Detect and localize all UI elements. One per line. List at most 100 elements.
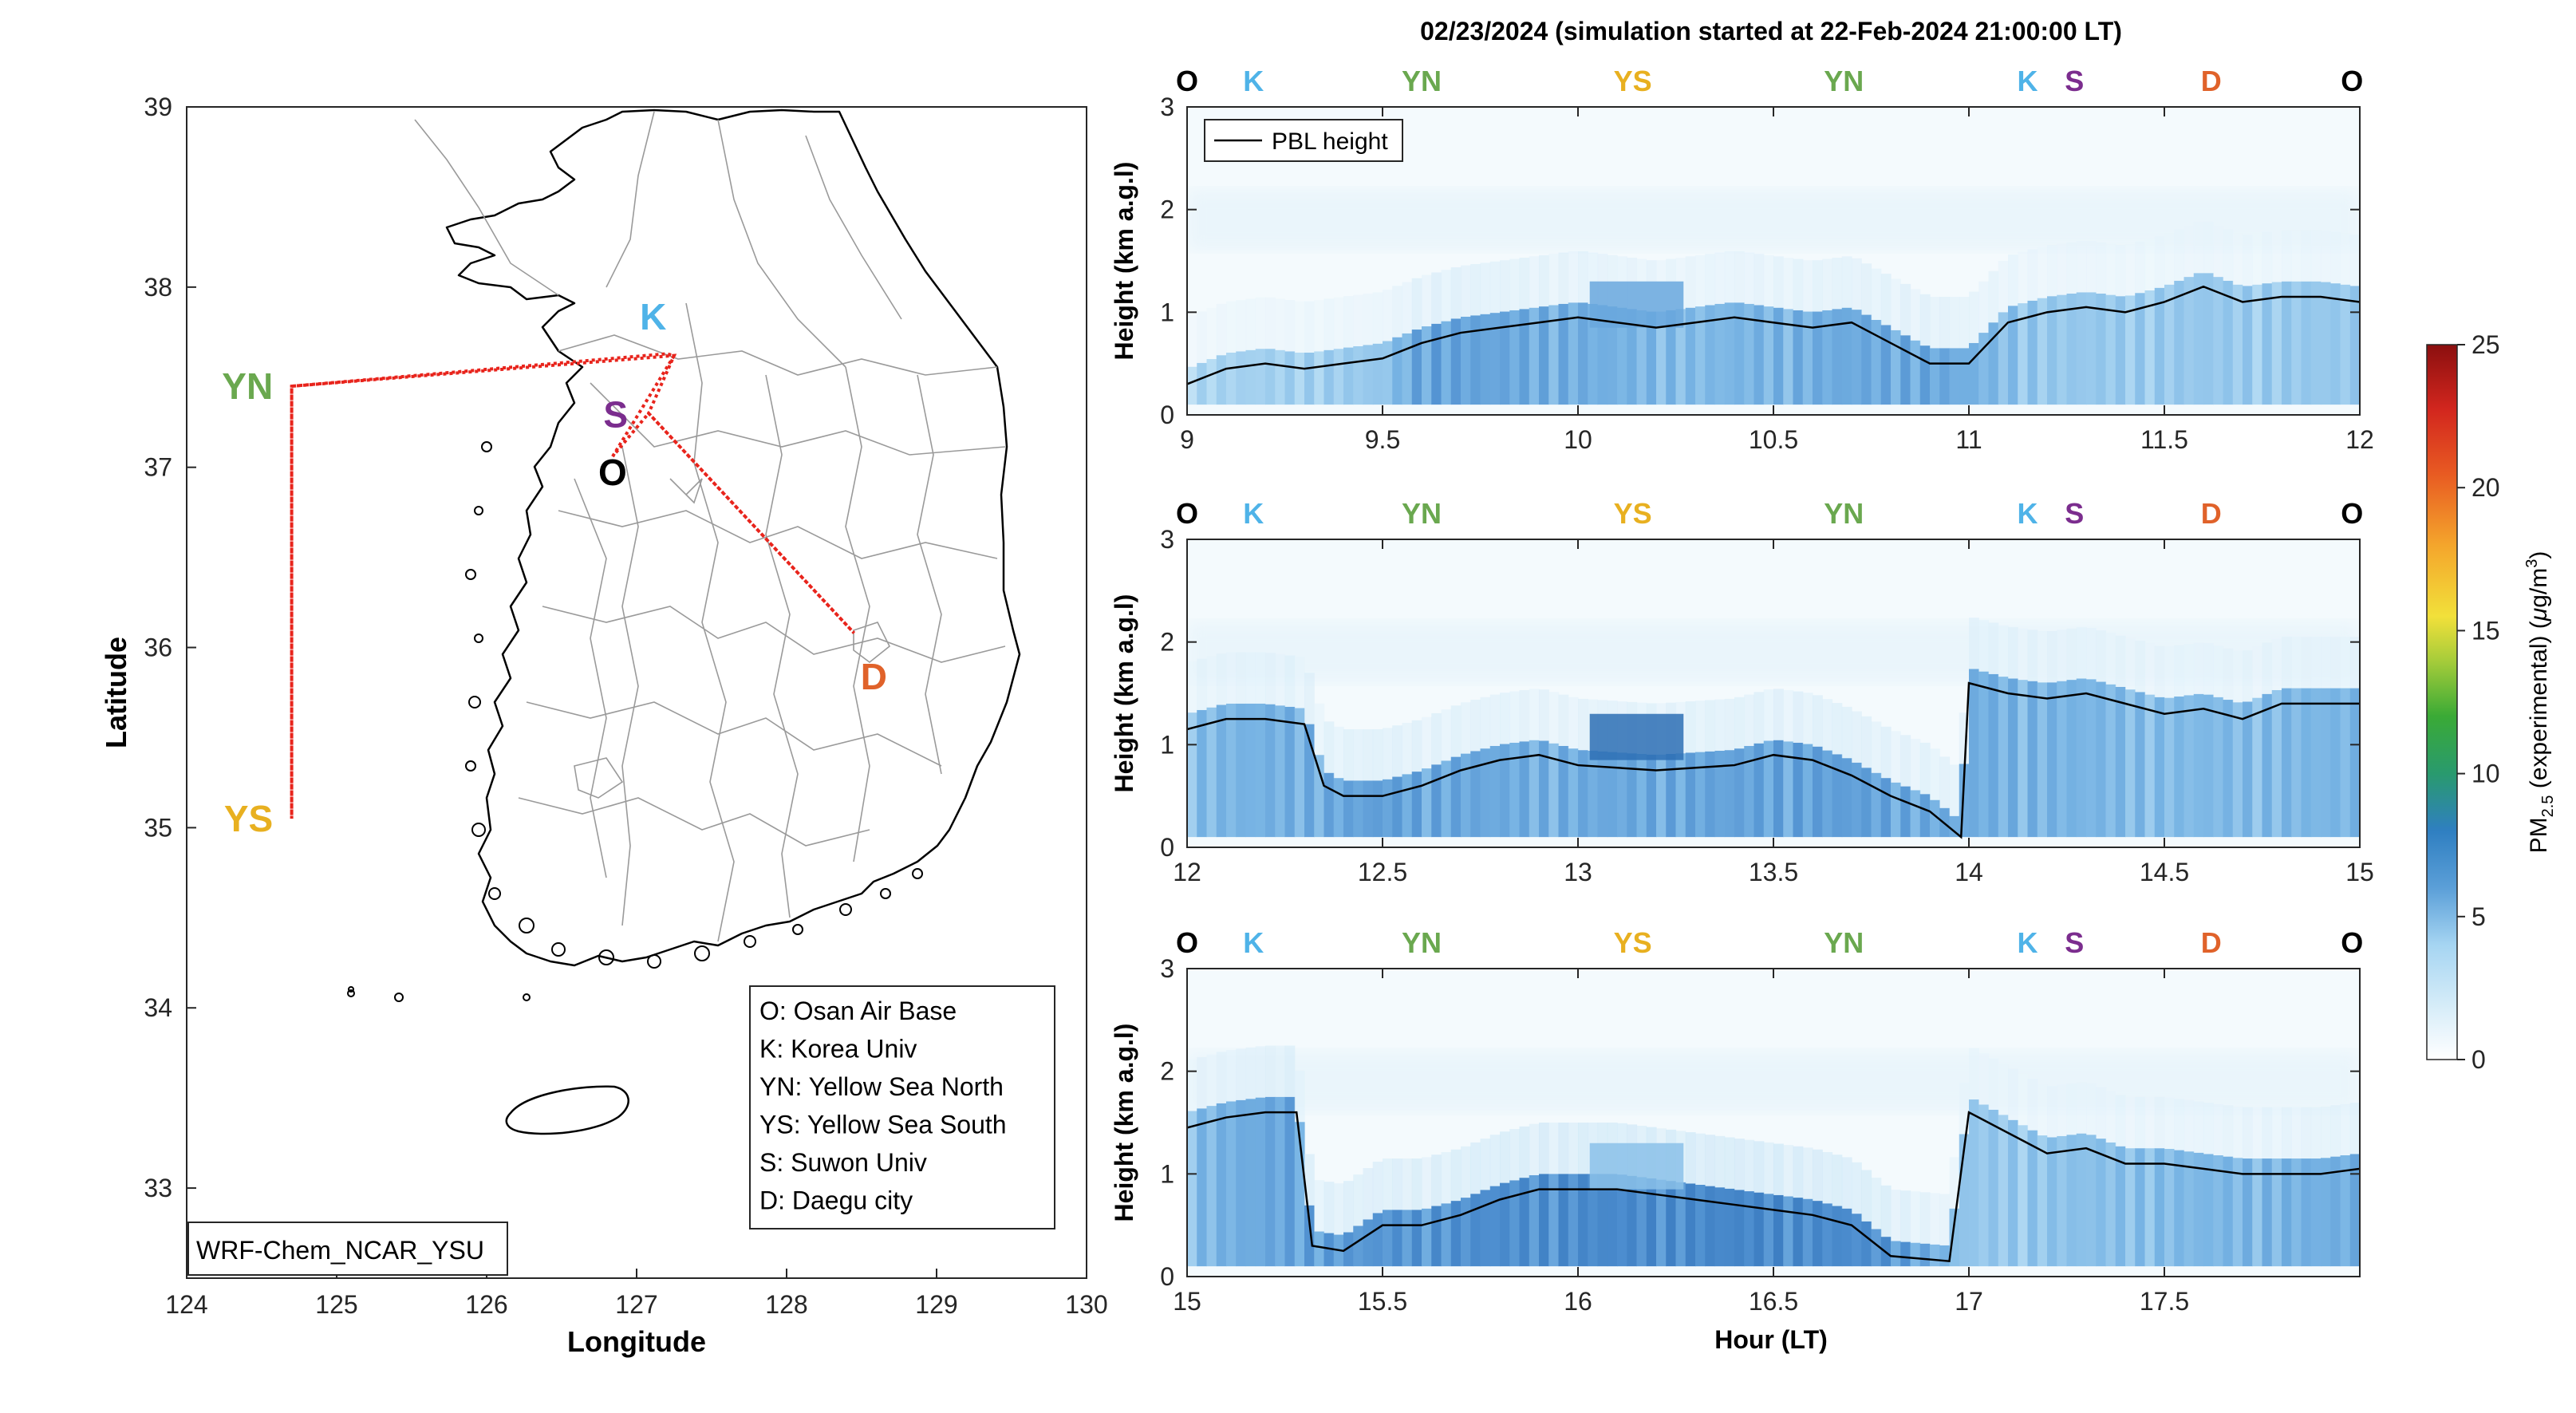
pm-fringe <box>2330 231 2341 284</box>
island <box>647 954 661 969</box>
pm-fringe <box>1813 1149 1823 1202</box>
pm-column <box>1489 313 1501 405</box>
pm-column <box>1802 1198 1813 1267</box>
pm-column <box>2291 688 2302 838</box>
pm-fringe <box>1861 1170 1872 1222</box>
pm-fringe <box>2018 251 2029 304</box>
pm-column <box>2271 282 2282 405</box>
pm-column <box>2349 688 2360 838</box>
pm-fringe <box>1734 697 1745 749</box>
panel-xtick-label: 16 <box>1564 1287 1592 1316</box>
panel-station-label: D <box>2201 926 2222 959</box>
province-borders <box>414 111 1006 942</box>
station-legend-entry: D: Daegu city <box>759 1186 913 1215</box>
pm-fringe <box>1714 252 1726 304</box>
pm-column <box>1734 1190 1745 1267</box>
pm-fringe <box>1998 1064 2009 1115</box>
panel-station-label: S <box>2065 65 2084 97</box>
pm-fringe <box>1988 270 1999 323</box>
pm-fringe <box>1392 725 1403 777</box>
colorbar-label: PM2.5 (experimental) (μg/m3) <box>2523 551 2557 854</box>
pm-fringe <box>2223 648 2234 701</box>
pm-column <box>2164 1148 2175 1267</box>
pm-column <box>1383 779 1393 838</box>
pm-column <box>1450 1201 1462 1267</box>
pm-fringe <box>1724 698 1735 751</box>
province-border <box>805 135 902 320</box>
pm-column <box>2223 1156 2234 1267</box>
pm-column <box>1880 778 1892 838</box>
pm-column <box>2232 702 2243 838</box>
pm-fringe <box>2135 1096 2146 1149</box>
pm-fringe <box>1236 1048 1247 1100</box>
panel-ytick-label: 2 <box>1160 195 1174 224</box>
pm-column <box>1753 305 1765 405</box>
pm-column <box>1275 705 1286 838</box>
pm-column <box>1919 345 1931 405</box>
pm-column <box>1783 309 1794 405</box>
pm-column <box>2330 688 2341 838</box>
pm-column <box>1607 1174 1618 1267</box>
pm-column <box>2154 287 2165 405</box>
pm-column <box>1519 1178 1530 1267</box>
pbl-legend-label: PBL height <box>1272 128 1388 155</box>
pm-column <box>2340 688 2351 838</box>
pm-fringe <box>1822 1151 1833 1204</box>
pm-column <box>1197 1108 1208 1267</box>
pm-fringe <box>2018 1073 2029 1126</box>
pm-fringe <box>2213 645 2224 697</box>
pm-fringe <box>2183 644 2195 696</box>
pm-column <box>1588 750 1599 838</box>
pm-column <box>1607 306 1618 405</box>
pm-fringe <box>1265 653 1276 705</box>
pm-column <box>2291 1158 2302 1267</box>
pm-fringe <box>2340 233 2351 285</box>
pm-column <box>1372 780 1383 838</box>
pm-fringe <box>1695 1133 1706 1186</box>
pm-fringe <box>1500 693 1510 744</box>
pm-column <box>1304 1205 1315 1267</box>
pm-fringe <box>1969 618 1979 669</box>
pm-column <box>1392 337 1403 405</box>
pm-column <box>1275 1096 1286 1267</box>
pm-fringe <box>2174 229 2185 281</box>
pm-column <box>1998 677 2009 838</box>
pm-column <box>2203 273 2214 405</box>
pm-column <box>1978 1104 1990 1267</box>
pm-fringe <box>1304 673 1315 724</box>
province-border <box>518 797 870 847</box>
pm-column <box>1880 325 1892 405</box>
panel-station-label: K <box>2018 926 2038 959</box>
pm-fringe <box>1852 711 1862 763</box>
island <box>488 887 501 900</box>
pm-column <box>2154 697 2165 838</box>
pm-column <box>2282 281 2292 405</box>
pm-fringe <box>1578 1123 1588 1174</box>
pm-fringe <box>1852 1162 1862 1214</box>
map-ytick-label: 37 <box>144 453 172 482</box>
pm-column <box>1480 314 1491 405</box>
pm-column <box>1627 1175 1638 1267</box>
pm-column <box>1226 352 1237 405</box>
pm-column <box>1939 1245 1951 1267</box>
pm-column <box>2262 283 2273 405</box>
pm-column <box>1744 1191 1755 1267</box>
pm-column <box>1500 1182 1510 1267</box>
pm-column <box>1558 745 1569 838</box>
pm-fringe <box>1939 297 1951 349</box>
pm-fringe <box>1832 1154 1843 1206</box>
pm-fringe <box>1871 1178 1882 1229</box>
pm-fringe <box>1372 1162 1383 1214</box>
pm-column <box>2174 1150 2185 1267</box>
pm-fringe <box>1470 700 1481 752</box>
pm-column <box>1705 751 1716 838</box>
pm-fringe <box>1763 689 1774 741</box>
panel-ytick-label: 3 <box>1160 93 1174 121</box>
panel-xtick-label: 12 <box>2345 425 2374 454</box>
pm-column <box>1187 1111 1197 1267</box>
pm-column <box>1548 1174 1560 1267</box>
pm-column <box>1724 750 1735 838</box>
pm-fringe <box>1509 259 1521 310</box>
pm-fringe <box>1265 1045 1276 1097</box>
pm-hotspot <box>1589 1143 1684 1190</box>
